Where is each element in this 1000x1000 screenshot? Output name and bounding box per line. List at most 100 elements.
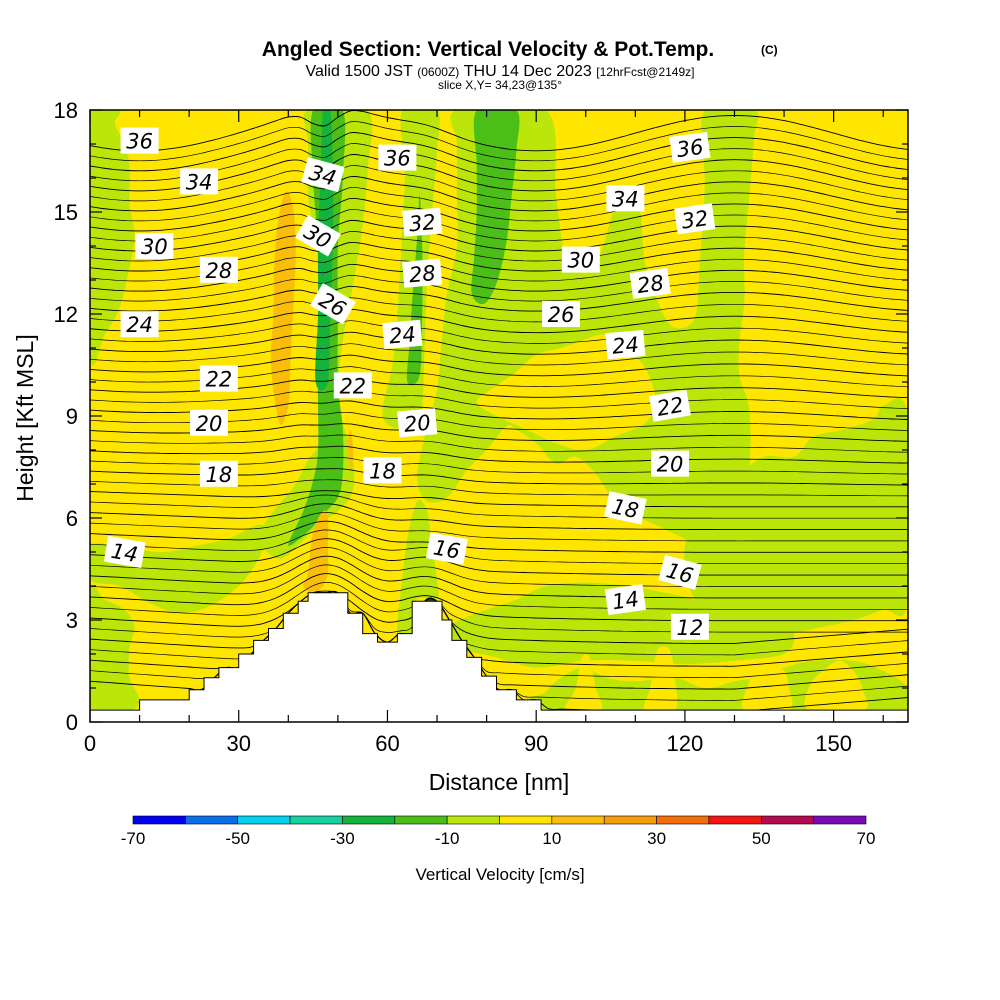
colorbar-bin bbox=[394, 815, 448, 825]
theta-label-box bbox=[605, 329, 646, 360]
isentrope-27 bbox=[90, 331, 908, 355]
theta-label-box bbox=[402, 207, 443, 237]
theta-label-box bbox=[382, 319, 423, 350]
valid-line: Valid 1500 JST (0600Z) THU 14 Dec 2023 [… bbox=[305, 63, 694, 80]
theta-label-text: 22 bbox=[206, 368, 233, 392]
isentrope-20 bbox=[90, 490, 908, 508]
colorbar-tick-label: -50 bbox=[225, 829, 250, 848]
theta-label-box bbox=[669, 131, 711, 163]
colorbar-label: Vertical Velocity [cm/s] bbox=[415, 865, 584, 884]
theta-label-box bbox=[542, 301, 580, 327]
theta-label-text: 22 bbox=[339, 374, 366, 398]
isentrope-minor bbox=[90, 209, 908, 242]
isentrope-28 bbox=[90, 308, 908, 334]
isentrope-19 bbox=[90, 503, 908, 531]
theta-label: 12 bbox=[670, 613, 709, 640]
valid-time: Valid 1500 JST bbox=[305, 63, 413, 80]
theta-label-box bbox=[670, 613, 709, 640]
colorbar-tick-label: 30 bbox=[647, 829, 666, 848]
x-tick-label: 60 bbox=[375, 731, 399, 756]
theta-label-box bbox=[333, 372, 372, 399]
theta-label: 32 bbox=[402, 207, 443, 237]
theta-label-text: 28 bbox=[408, 261, 437, 287]
isentrope-22 bbox=[90, 445, 908, 464]
theta-label-text: 36 bbox=[384, 147, 411, 171]
theta-label-text: 36 bbox=[126, 130, 153, 154]
velocity-region-low-band-green bbox=[445, 582, 795, 668]
y-tick-label: 18 bbox=[54, 98, 78, 123]
colorbar-bin bbox=[342, 815, 396, 825]
theta-label: 20 bbox=[397, 408, 438, 438]
theta-label: 34 bbox=[606, 185, 645, 212]
theta-label-text: 28 bbox=[635, 271, 665, 298]
isentrope-32 bbox=[90, 219, 908, 252]
y-tick-label: 3 bbox=[66, 608, 78, 633]
theta-label-text: 30 bbox=[567, 249, 594, 273]
theta-label: 32 bbox=[674, 203, 716, 235]
isentrope-minor bbox=[90, 547, 908, 587]
theta-label: 36 bbox=[378, 144, 417, 171]
velocity-region-green-column-ridge bbox=[397, 499, 439, 640]
slice-info: slice X,Y= 34,23@135° bbox=[438, 78, 562, 92]
theta-label-text: 18 bbox=[206, 463, 233, 487]
isentrope-minor bbox=[90, 143, 908, 182]
isentrope-16 bbox=[90, 555, 908, 599]
theta-label-box bbox=[402, 258, 443, 288]
theta-label-box bbox=[604, 584, 647, 616]
theta-label-text: 12 bbox=[677, 616, 704, 640]
theta-label-text: 26 bbox=[548, 303, 575, 327]
x-tick-label: 90 bbox=[524, 731, 548, 756]
y-tick-label: 9 bbox=[66, 404, 78, 429]
theta-label-box bbox=[295, 215, 341, 257]
isentrope-15 bbox=[90, 573, 908, 622]
colorbar-bin bbox=[813, 815, 867, 825]
theta-label-box bbox=[199, 256, 238, 283]
theta-label-text: 24 bbox=[126, 313, 153, 337]
colorbar-bin bbox=[708, 815, 762, 825]
colorbar-bin bbox=[185, 815, 239, 825]
isentrope-minor bbox=[90, 121, 908, 162]
isentrope-minor bbox=[90, 582, 908, 633]
colorbar-tick-label: -30 bbox=[330, 829, 355, 848]
theta-label: 28 bbox=[199, 256, 238, 283]
theta-label-box bbox=[180, 168, 219, 195]
isentrope-13 bbox=[90, 590, 908, 667]
theta-label-text: 18 bbox=[369, 459, 396, 483]
colorbar-bin bbox=[499, 815, 553, 825]
theta-label: 26 bbox=[542, 301, 580, 327]
theta-label: 20 bbox=[190, 409, 228, 436]
chart-title: Angled Section: Vertical Velocity & Pot.… bbox=[262, 38, 714, 61]
theta-label-box bbox=[301, 157, 345, 193]
theta-label: 18 bbox=[604, 491, 647, 525]
theta-label-text: 36 bbox=[675, 135, 705, 162]
theta-label-box bbox=[309, 283, 356, 325]
theta-label-box bbox=[199, 365, 238, 392]
isentrope-minor bbox=[90, 494, 908, 519]
chart-title-unit: (C) bbox=[761, 43, 778, 57]
y-axis-label: Height [Kft MSL] bbox=[12, 334, 38, 501]
theta-label-box bbox=[363, 457, 402, 484]
colorbar-bin bbox=[446, 815, 500, 825]
velocity-region-left-mid-green bbox=[90, 524, 269, 614]
theta-label: 30 bbox=[135, 233, 174, 259]
theta-label-text: 34 bbox=[186, 170, 213, 194]
theta-label-text: 20 bbox=[196, 412, 223, 436]
theta-label-text: 34 bbox=[612, 187, 639, 211]
isentrope-minor bbox=[90, 231, 908, 262]
theta-label-text: 32 bbox=[408, 210, 437, 236]
isentrope-minor bbox=[90, 320, 908, 344]
colorbar-bin bbox=[289, 815, 343, 825]
theta-label: 22 bbox=[333, 372, 372, 399]
theta-label-box bbox=[604, 491, 647, 525]
theta-label: 24 bbox=[120, 311, 159, 338]
velocity-region-orange-small bbox=[347, 429, 354, 472]
isentrope-33 bbox=[90, 197, 908, 232]
x-axis-ticks: 0 30 60 90 120 150 bbox=[84, 110, 884, 756]
theta-label: 28 bbox=[629, 267, 671, 299]
isentrope-18 bbox=[90, 520, 908, 553]
theta-label: 22 bbox=[199, 365, 238, 392]
theta-label-box bbox=[397, 408, 438, 438]
theta-label-box bbox=[658, 554, 702, 590]
colorbar-tick-label: 50 bbox=[752, 829, 771, 848]
